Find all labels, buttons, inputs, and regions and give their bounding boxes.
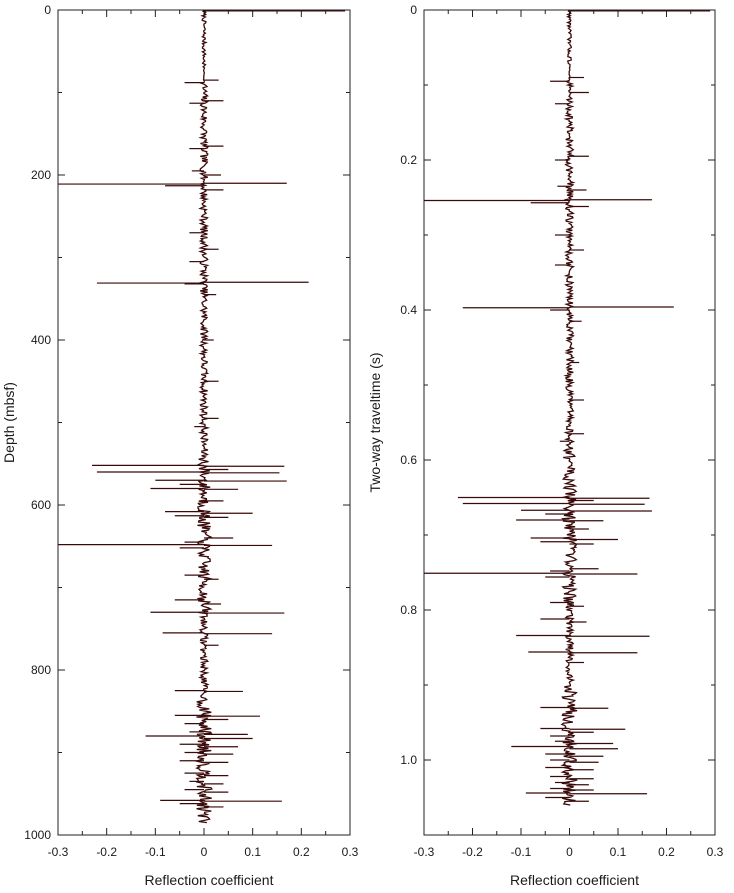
y-axis-label: Two-way traveltime (s) [367, 352, 383, 492]
y-tick-label: 0.8 [400, 603, 417, 617]
y-tick-label: 800 [31, 663, 51, 677]
x-tick-label: -0.2 [96, 845, 117, 859]
x-tick-label: -0.1 [145, 845, 166, 859]
x-tick-label: -0.3 [48, 845, 69, 859]
reflectivity-trace [194, 9, 214, 824]
y-tick-label: 1.0 [400, 753, 417, 767]
x-tick-label: 0.2 [293, 845, 310, 859]
y-tick-label: 0.2 [400, 153, 417, 167]
y-axis-label: Depth (mbsf) [1, 382, 17, 463]
x-tick-label: 0.1 [244, 845, 261, 859]
x-tick-label: 0.3 [707, 845, 724, 859]
x-tick-label: 0.1 [610, 845, 627, 859]
depth-panel: -0.3 -0.2 -0.1 0 0.1 0.2 0.3 0 200 400 600 800 1000 R… [1, 3, 359, 888]
y-tick-label: 0 [44, 3, 51, 17]
x-tick-label: 0.2 [658, 845, 675, 859]
x-axis-label: Reflection coefficient [145, 872, 274, 888]
y-tick-label: 600 [31, 498, 51, 512]
y-tick-label: 0 [410, 3, 417, 17]
y-tick-label: 0.6 [400, 453, 417, 467]
y-tick-label: 400 [31, 333, 51, 347]
x-tick-label: -0.1 [511, 845, 532, 859]
x-tick-label: -0.2 [462, 845, 483, 859]
x-tick-label: 0.3 [342, 845, 359, 859]
traveltime-panel: -0.3 -0.2 -0.1 0 0.1 0.2 0.3 0 0.2 0.4 0.6 0.8 1.0 Re… [367, 3, 724, 888]
x-tick-label: 0 [201, 845, 208, 859]
x-axis-label: Reflection coefficient [510, 872, 639, 888]
y-tick-label: 200 [31, 168, 51, 182]
x-tick-label: 0 [566, 845, 573, 859]
x-tick-label: -0.3 [414, 845, 435, 859]
y-tick-label: 0.4 [400, 303, 417, 317]
y-tick-label: 1000 [24, 828, 51, 842]
reflectivity-trace [560, 9, 578, 806]
